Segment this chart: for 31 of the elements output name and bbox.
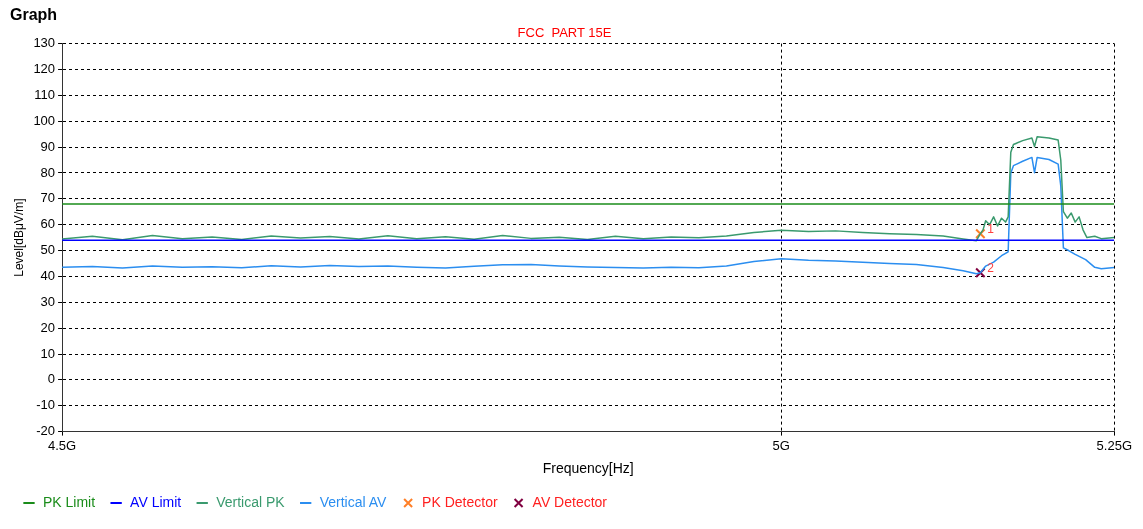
y-tick-label: 60 <box>40 216 56 232</box>
x-axis-title: Frequency[Hz] <box>542 460 634 477</box>
y-tick-label: 110 <box>34 86 56 102</box>
y-axis-title: Level[dBμV/m] <box>11 198 26 277</box>
legend-label: Vertical PK <box>216 493 286 510</box>
legend-label: PK Limit <box>43 493 96 510</box>
y-tick-label: 10 <box>40 345 56 361</box>
y-tick-label: 30 <box>40 293 56 309</box>
y-tick-label: 70 <box>40 190 56 206</box>
y-tick-label: -10 <box>36 397 56 413</box>
y-tick-label: 40 <box>40 267 56 283</box>
y-tick-label: 20 <box>40 319 56 335</box>
annotation: 1 <box>987 222 995 237</box>
x-tick-label: 5G <box>772 437 790 453</box>
legend-label: AV Limit <box>130 493 182 510</box>
y-tick-label: 50 <box>40 242 56 258</box>
y-tick-label: 90 <box>40 138 56 154</box>
x-tick-label: 5.25G <box>1096 437 1132 453</box>
chart-title: FCC PART 15E <box>517 25 612 41</box>
y-tick-label: 120 <box>33 61 56 77</box>
y-tick-label: 130 <box>33 35 56 51</box>
y-tick-label: -20 <box>36 423 56 439</box>
legend-label: Vertical AV <box>319 493 388 510</box>
legend-label: PK Detector <box>422 493 498 510</box>
y-tick-label: 0 <box>47 371 56 387</box>
y-tick-label: 100 <box>33 112 56 128</box>
y-tick-label: 80 <box>40 164 56 180</box>
x-tick-label: 4.5G <box>48 437 77 453</box>
text: Graph <box>10 6 58 24</box>
annotation: 2 <box>987 261 995 276</box>
legend-label: AV Detector <box>532 493 608 510</box>
